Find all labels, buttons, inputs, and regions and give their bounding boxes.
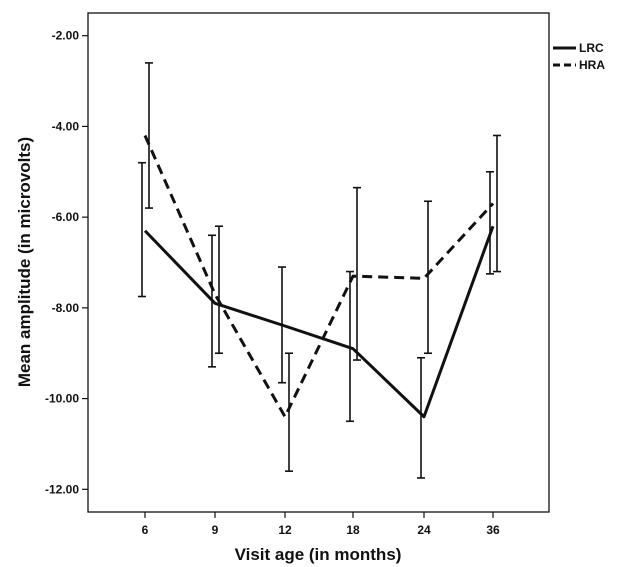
- y-tick-label: -10.00: [45, 392, 79, 406]
- series-line-lrc: [143, 225, 495, 419]
- x-axis-title: Visit age (in months): [235, 545, 402, 564]
- legend-label-lrc: LRC: [579, 41, 604, 55]
- y-axis: -2.00 -4.00 -6.00 -8.00 -10.00 -12.00: [45, 29, 88, 496]
- error-bars: [138, 62, 501, 479]
- x-tick-label: 24: [417, 523, 431, 537]
- series-line-hra: [143, 134, 495, 419]
- x-tick-label: 18: [346, 523, 360, 537]
- y-tick-label: -2.00: [52, 29, 80, 43]
- x-axis: 6 9 12 18 24 36: [142, 512, 500, 537]
- legend: LRC HRA: [553, 41, 605, 72]
- series-lines: [143, 134, 495, 419]
- x-tick-label: 9: [212, 523, 219, 537]
- y-axis-title: Mean amplitude (in microvolts): [15, 137, 34, 387]
- x-tick-label: 6: [142, 523, 149, 537]
- legend-label-hra: HRA: [579, 58, 605, 72]
- y-tick-label: -6.00: [52, 210, 80, 224]
- x-tick-label: 36: [486, 523, 500, 537]
- y-tick-label: -12.00: [45, 482, 79, 496]
- plot-frame: [87, 12, 550, 513]
- x-tick-label: 12: [278, 523, 292, 537]
- y-tick-label: -4.00: [52, 119, 80, 133]
- y-tick-label: -8.00: [52, 301, 80, 315]
